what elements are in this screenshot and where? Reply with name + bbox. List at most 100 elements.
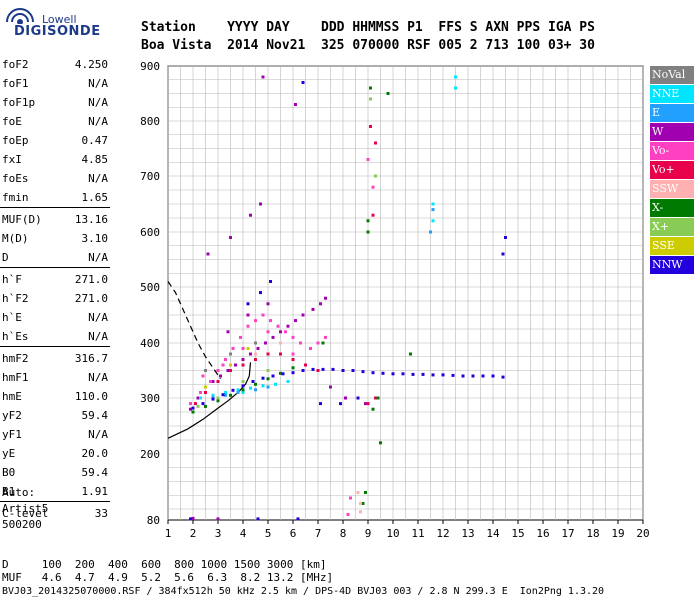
data-point-nnw (291, 371, 295, 375)
data-point-x- (376, 396, 380, 400)
data-point-nnw (491, 374, 495, 378)
data-point-vo- (366, 158, 370, 161)
data-point-e (431, 208, 435, 212)
param-name: B0 (2, 466, 16, 479)
param-name: fxI (2, 153, 22, 166)
x-tick-label: 10 (386, 527, 399, 540)
param-value: N/A (88, 115, 108, 128)
data-point-nne (224, 391, 227, 394)
data-point-x- (204, 404, 207, 408)
x-tick-label: 9 (365, 527, 372, 540)
data-point-x- (371, 407, 375, 411)
auto-label: Auto: (2, 486, 36, 499)
data-point-x- (321, 341, 325, 345)
param-row: h`Es N/A (2, 329, 108, 345)
data-point-nnw (311, 367, 315, 371)
data-point-nne (211, 393, 215, 397)
legend-item-nnw: NNW (650, 256, 694, 274)
data-point-w (271, 335, 275, 339)
legend-item-sse: SSE (650, 237, 694, 255)
param-row: foF2 4.250 (2, 57, 108, 73)
data-point-w (264, 341, 267, 345)
distance-row: D 100 200 400 600 800 1000 1500 3000 [km… (2, 558, 327, 571)
param-value: 1.91 (81, 485, 109, 498)
param-name: foF1 (2, 77, 29, 90)
y-tick-label: 600 (140, 226, 160, 239)
data-point-noval (254, 341, 257, 345)
param-value: 59.4 (81, 466, 109, 479)
data-point-x- (361, 502, 365, 505)
data-point-nnw (231, 388, 235, 392)
data-point-vo- (374, 396, 377, 400)
param-value: 4.85 (81, 153, 109, 166)
data-point-nnw (471, 374, 475, 378)
x-tick-label: 1 (165, 527, 172, 540)
param-row: MUF(D) 13.16 (2, 212, 108, 228)
param-value: 20.0 (81, 447, 109, 460)
param-row: yF2 59.4 (2, 408, 108, 424)
data-point-nne (241, 391, 245, 394)
data-point-nnw (296, 517, 300, 521)
y-tick-label: 700 (140, 170, 160, 183)
param-value: N/A (88, 330, 108, 343)
x-tick-label: 4 (240, 527, 247, 540)
x-tick-label: 18 (586, 527, 599, 540)
data-point-x- (366, 230, 370, 234)
param-name: hmE (2, 390, 22, 403)
data-point-nne (286, 380, 290, 383)
header-line-2: Boa Vista 2014 Nov21 325 070000 RSF 005 … (141, 38, 595, 53)
data-point-vo- (254, 319, 257, 323)
param-value: N/A (88, 96, 108, 109)
data-point-nne (199, 396, 202, 400)
x-tick-label: 19 (611, 527, 624, 540)
data-point-nnw (356, 396, 360, 400)
data-point-ssw (279, 341, 282, 345)
data-point-e (236, 391, 240, 394)
y-tick-label: 500 (140, 281, 160, 294)
data-point-vo- (299, 341, 302, 345)
data-point-nnw (441, 373, 445, 377)
param-separator (0, 207, 110, 208)
y-tick-label: 900 (140, 60, 160, 73)
data-point-nnw (481, 374, 485, 378)
data-point-w (246, 313, 250, 317)
data-point-vo- (216, 380, 220, 383)
param-name: foEp (2, 134, 29, 147)
param-value: N/A (88, 172, 108, 185)
param-name: MUF(D) (2, 213, 42, 226)
data-point-x- (229, 393, 232, 397)
param-value: N/A (88, 251, 108, 264)
param-value: 33 (94, 507, 108, 520)
data-point-w (266, 302, 270, 306)
data-point-w (319, 302, 322, 306)
data-point-nne (431, 202, 435, 206)
data-point-w (234, 363, 237, 367)
data-point-w (311, 307, 315, 311)
data-point-x- (379, 441, 382, 445)
auto-code: 500200 (2, 518, 42, 531)
data-point-vo- (371, 213, 375, 217)
data-point-vo- (316, 369, 320, 372)
data-point-nnw (381, 371, 385, 375)
data-point-x- (191, 410, 195, 414)
data-point-vo- (266, 330, 270, 334)
data-point-w (249, 352, 252, 356)
data-point-vo- (374, 141, 377, 145)
legend-item-w: W (650, 123, 694, 141)
data-point-nnw (251, 380, 255, 383)
data-point-vo- (371, 185, 375, 189)
data-point-w (249, 213, 252, 217)
data-point-w (206, 252, 210, 256)
param-row: h`E N/A (2, 310, 108, 326)
data-point-nnw (461, 374, 465, 378)
param-name: foE (2, 115, 22, 128)
param-name: hmF1 (2, 371, 29, 384)
data-point-x- (291, 366, 295, 370)
data-point-nnw (256, 517, 260, 521)
param-row: foF1 N/A (2, 76, 108, 92)
data-point-vo- (229, 369, 232, 372)
param-value: 4.250 (74, 58, 108, 71)
legend-item-vo-: Vo- (650, 142, 694, 160)
data-point-nne (261, 384, 265, 388)
legend-item-e: E (650, 104, 694, 122)
